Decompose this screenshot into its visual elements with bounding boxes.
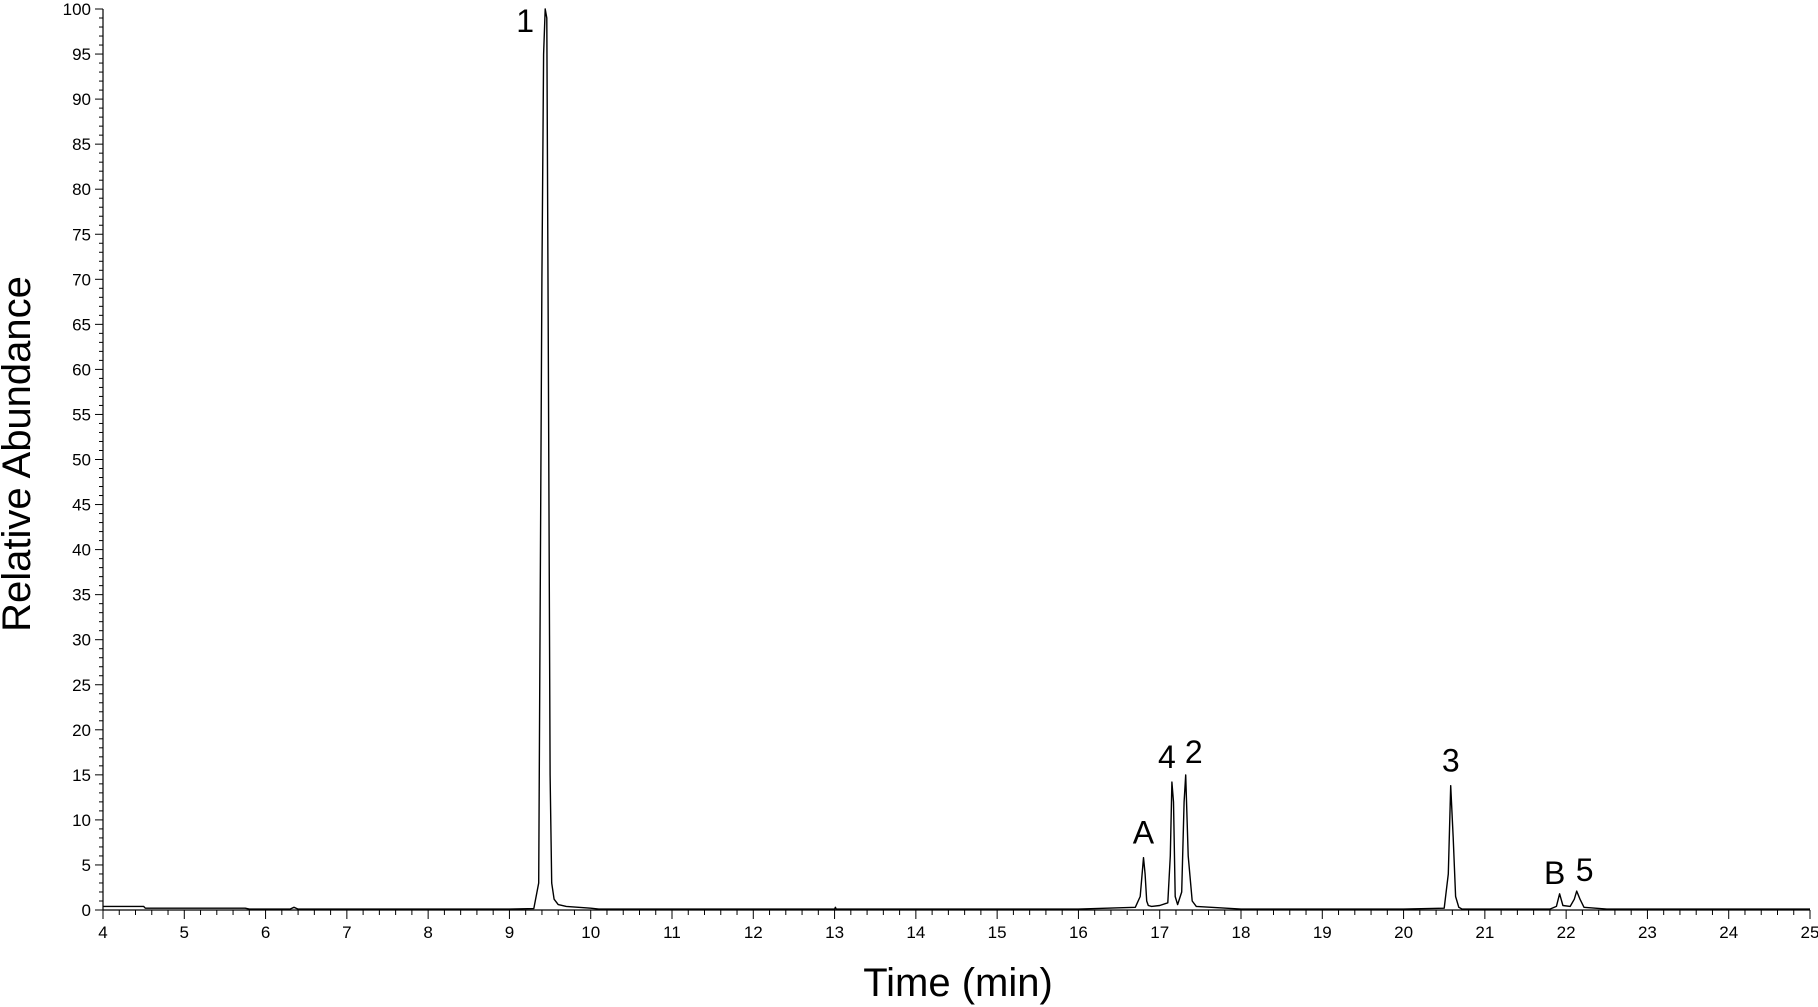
y-tick-label: 45 [72,496,91,515]
x-tick-label: 18 [1232,923,1251,942]
y-tick-label: 55 [72,405,91,424]
peak-label: 4 [1158,739,1176,775]
x-tick-label: 16 [1069,923,1088,942]
y-tick-label: 5 [82,856,91,875]
x-tick-label: 8 [423,923,432,942]
x-tick-label: 17 [1150,923,1169,942]
y-tick-label: 75 [72,225,91,244]
y-tick-label: 85 [72,135,91,154]
y-tick-label: 100 [63,0,91,19]
y-tick-label: 20 [72,721,91,740]
y-tick-label: 35 [72,586,91,605]
peak-label: 3 [1442,743,1460,779]
x-tick-label: 4 [98,923,107,942]
y-tick-label: 40 [72,541,91,560]
x-tick-label: 13 [825,923,844,942]
x-tick-label: 5 [180,923,189,942]
y-axis-title: Relative Abundance [0,276,39,632]
x-tick-label: 14 [906,923,925,942]
x-tick-label: 9 [505,923,514,942]
y-tick-label: 70 [72,270,91,289]
x-tick-label: 7 [342,923,351,942]
y-tick-label: 95 [72,45,91,64]
y-tick-label: 0 [82,901,91,920]
plot-area: 0510152025303540455055606570758085909510… [63,0,1818,942]
y-tick-label: 50 [72,451,91,470]
x-tick-label: 11 [663,923,681,942]
peak-label: B [1544,855,1565,891]
y-tick-label: 80 [72,180,91,199]
x-tick-label: 24 [1719,923,1738,942]
x-tick-label: 10 [581,923,600,942]
x-tick-label: 15 [988,923,1007,942]
y-tick-label: 30 [72,631,91,650]
y-tick-label: 90 [72,90,91,109]
x-tick-label: 25 [1801,923,1818,942]
x-tick-label: 12 [744,923,763,942]
y-tick-label: 25 [72,676,91,695]
x-tick-label: 20 [1394,923,1413,942]
peak-label: 5 [1576,852,1594,888]
y-tick-label: 10 [72,811,91,830]
x-axis-title: Time (min) [863,961,1053,1005]
peak-label: 1 [516,3,534,39]
y-tick-label: 65 [72,315,91,334]
y-tick-label: 15 [72,766,91,785]
x-tick-label: 21 [1475,923,1494,942]
x-tick-label: 23 [1638,923,1657,942]
x-tick-label: 19 [1313,923,1332,942]
chromatogram-trace [103,8,1810,910]
y-tick-label: 60 [72,360,91,379]
x-tick-label: 6 [261,923,270,942]
peak-label: A [1133,815,1155,851]
peak-label: 2 [1185,734,1203,770]
x-tick-label: 22 [1557,923,1576,942]
